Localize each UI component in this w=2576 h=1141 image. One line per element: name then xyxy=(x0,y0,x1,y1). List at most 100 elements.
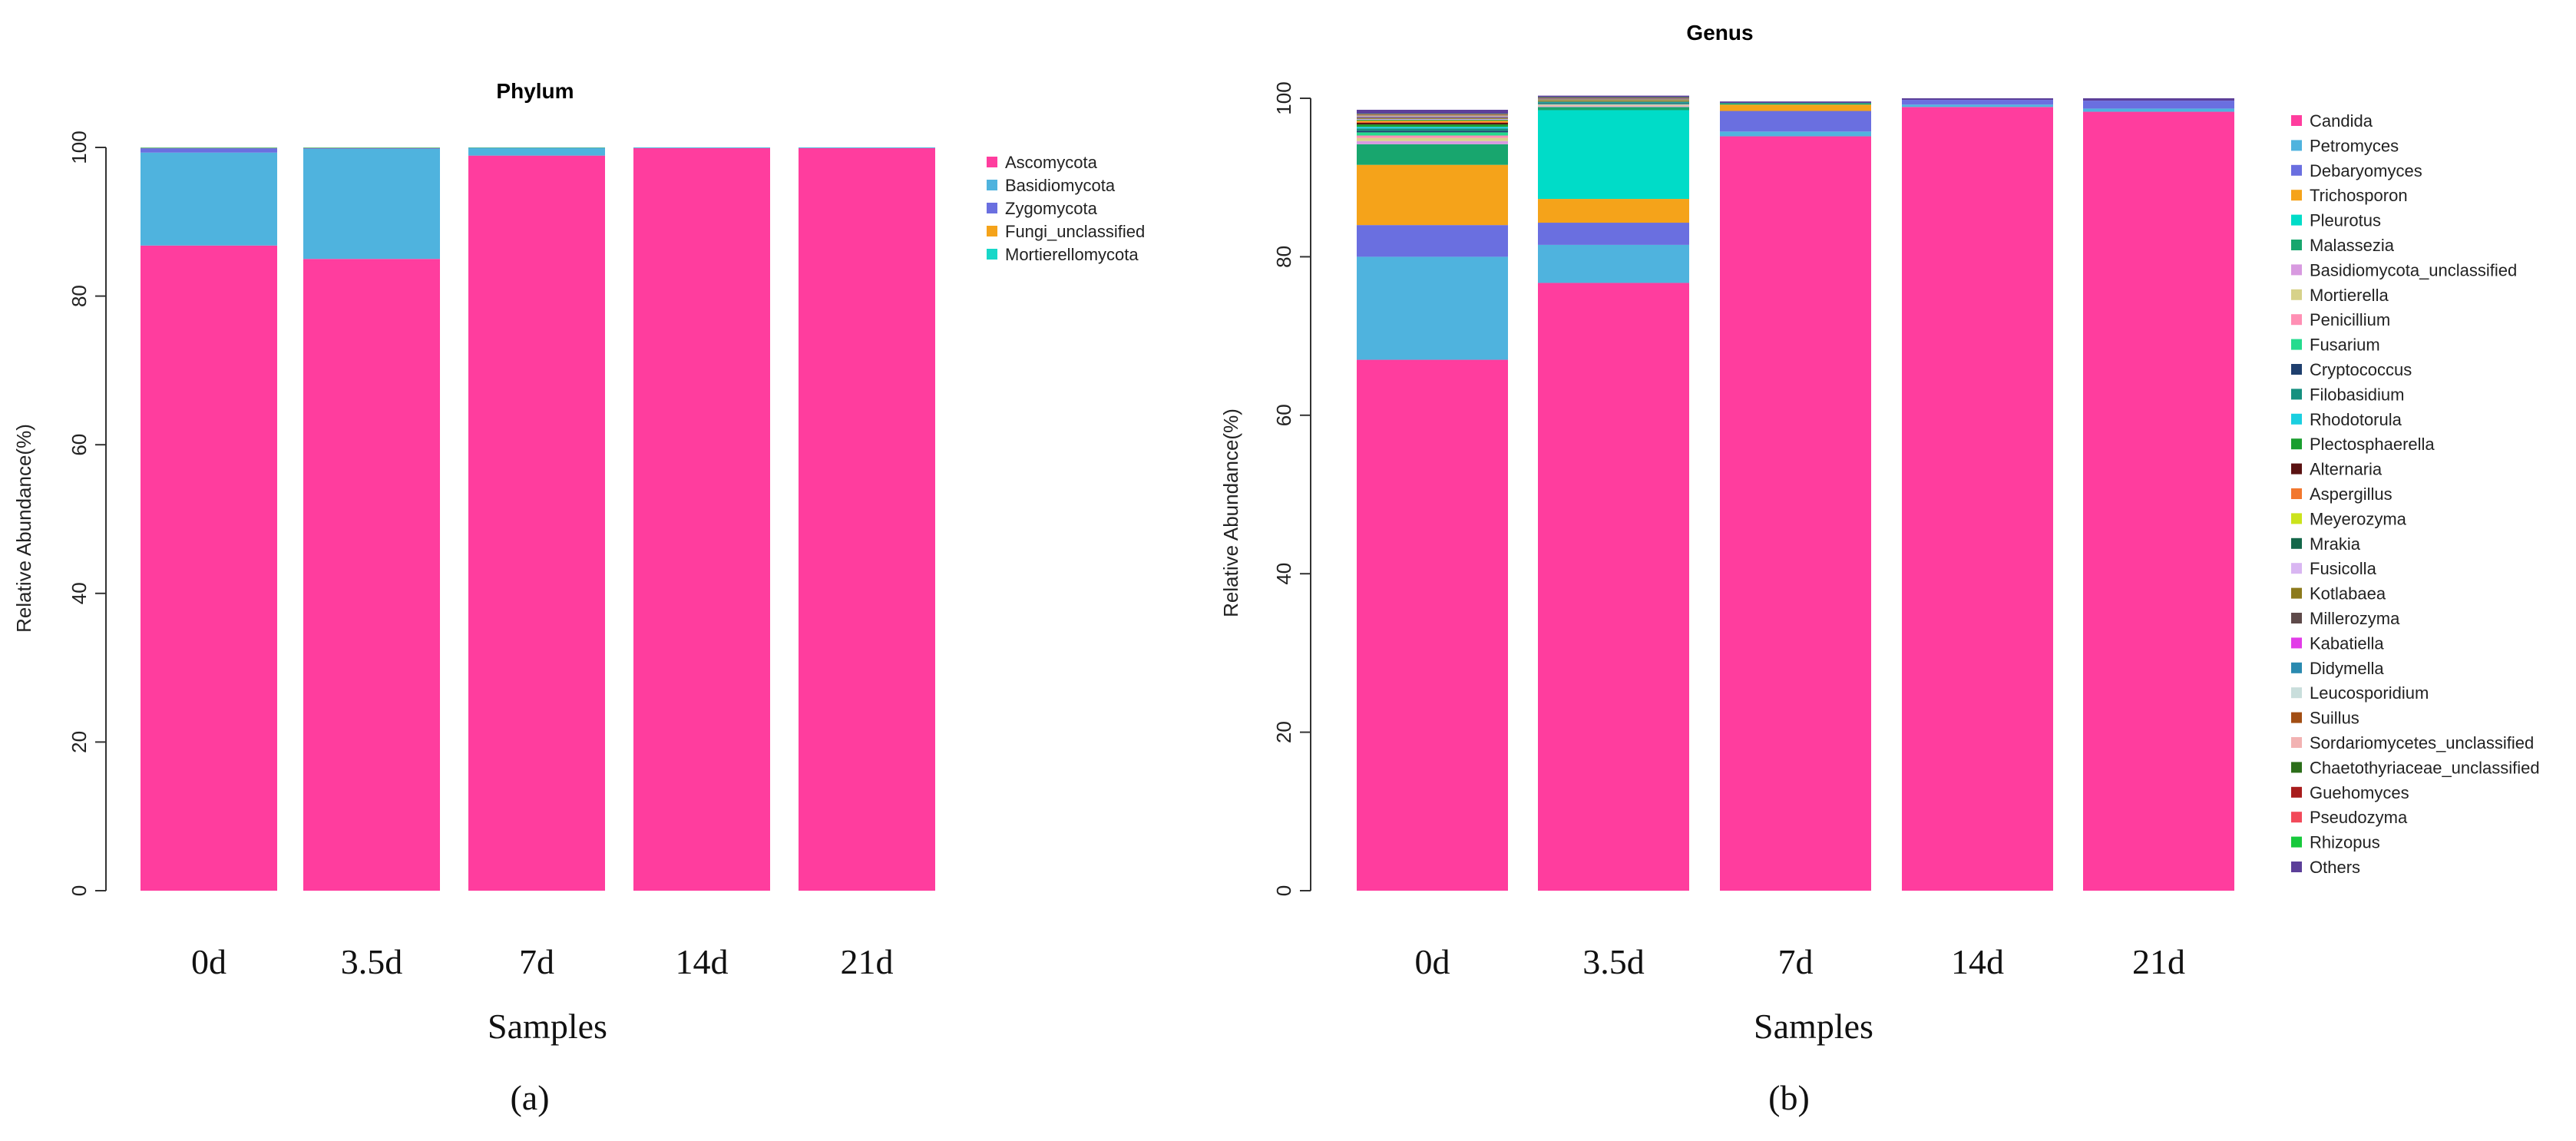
genus-legend-swatch-sordariomycetes-unclassified xyxy=(2291,737,2302,748)
genus-bar-0d-rhodotorula xyxy=(1357,127,1508,129)
phylum-bar-0d-zygomycota xyxy=(141,147,277,153)
genus-bar-3-5d-plectosphaerella xyxy=(1538,101,1689,102)
genus-legend-swatch-fusarium xyxy=(2291,339,2302,350)
genus-bar-3-5d-debaryomyces xyxy=(1538,223,1689,245)
genus-legend-swatch-candida xyxy=(2291,115,2302,126)
phylum-bar-3-5d-ascomycota xyxy=(303,259,440,891)
genus-bar-0d-mrakia xyxy=(1357,119,1508,121)
genus-legend-swatch-basidiomycota-unclassified xyxy=(2291,264,2302,276)
genus-bar-7d-petromyces xyxy=(1720,131,1871,137)
genus-bar-0d-basidiomycota-unclassified xyxy=(1357,141,1508,144)
phylum-bar-3-5d-zygomycota xyxy=(303,147,440,149)
phylum-legend-label-ascomycota: Ascomycota xyxy=(1005,153,1098,172)
genus-legend-swatch-millerozyma xyxy=(2291,613,2302,623)
genus-bar-0d-aspergillus xyxy=(1357,121,1508,123)
phylum-y-axis-label: Relative Abundance(%) xyxy=(12,424,35,633)
phylum-legend-label-mortierellomycota: Mortierellomycota xyxy=(1005,245,1139,264)
genus-y-tick-label-100: 100 xyxy=(1272,81,1295,114)
genus-bar-3-5d-rhodotorula xyxy=(1538,101,1689,103)
genus-legend-label-petromyces: Petromyces xyxy=(2310,136,2399,155)
phylum-bar-0d-fungi-unclassified xyxy=(141,147,277,149)
genus-legend-label-debaryomyces: Debaryomyces xyxy=(2310,161,2422,180)
genus-bar-3-5d-cryptococcus xyxy=(1538,103,1689,104)
phylum-bar-3-5d-mortierellomycota xyxy=(303,147,440,148)
genus-bar-0d-alternaria xyxy=(1357,122,1508,125)
genus-y-tick-label-80: 80 xyxy=(1272,246,1295,268)
genus-legend-label-trichosporon: Trichosporon xyxy=(2310,186,2408,205)
genus-bar-0d-petromyces xyxy=(1357,256,1508,360)
phylum-bar-3-5d-basidiomycota xyxy=(303,148,440,260)
phylum-bar-7d-ascomycota xyxy=(468,155,605,891)
panel-label-a: (a) xyxy=(510,1078,549,1117)
genus-bar-0d-penicillium xyxy=(1357,135,1508,138)
genus-bar-21d-others xyxy=(2083,98,2234,101)
genus-bar-7d-debaryomyces xyxy=(1720,111,1871,132)
genus-bar-0d-leucosporidium xyxy=(1357,116,1508,117)
genus-bar-0d-fusicolla xyxy=(1357,118,1508,120)
genus-legend-label-pseudozyma: Pseudozyma xyxy=(2310,808,2408,827)
genus-bar-7d-trichosporon xyxy=(1720,104,1871,111)
genus-chart: Genus 0 20 40 60 80 100 0d 3.5d 7d 14d 21d Relati… xyxy=(1219,21,2540,1117)
genus-legend-swatch-petromyces xyxy=(2291,140,2302,151)
genus-y-tick-label-20: 20 xyxy=(1272,721,1295,743)
genus-legend-swatch-malassezia xyxy=(2291,240,2302,250)
phylum-legend-swatch-zygomycota xyxy=(987,203,997,213)
genus-bar-0d-suillus xyxy=(1357,115,1508,117)
genus-legend-swatch-kotlabaea xyxy=(2291,587,2302,599)
phylum-legend-label-fungi-unclassified: Fungi_unclassified xyxy=(1005,222,1145,241)
phylum-category-label-7d: 7d xyxy=(519,942,554,981)
genus-bar-0d-millerozyma xyxy=(1357,117,1508,118)
genus-legend-label-others: Others xyxy=(2310,858,2360,877)
genus-legend-label-rhizopus: Rhizopus xyxy=(2310,833,2380,852)
genus-bar-3-5d-kotlabaea xyxy=(1538,99,1689,100)
genus-legend-label-sordariomycetes-unclassified: Sordariomycetes_unclassified xyxy=(2310,733,2534,752)
genus-legend-swatch-rhodotorula xyxy=(2291,413,2302,425)
phylum-chart: Phylum 0 20 40 60 80 100 0d 3.5d 7d 14d 21d Relat… xyxy=(12,79,1145,1117)
phylum-category-label-21d: 21d xyxy=(841,942,894,981)
genus-legend: Candida Petromyces Debaryomyces Trichosporo… xyxy=(2291,111,2540,877)
phylum-bars xyxy=(141,147,935,891)
genus-bars xyxy=(1357,95,2234,891)
genus-bar-14d-petromyces xyxy=(1902,104,2053,107)
genus-bar-0d-pseudozyma xyxy=(1357,114,1508,115)
genus-legend-swatch-cryptococcus xyxy=(2291,364,2302,375)
genus-legend-swatch-kabatiella xyxy=(2291,637,2302,649)
genus-legend-label-suillus: Suillus xyxy=(2310,709,2359,728)
genus-legend-swatch-trichosporon xyxy=(2291,190,2302,201)
genus-bar-0d-filobasidium xyxy=(1357,128,1508,131)
genus-legend-label-basidiomycota-unclassified: Basidiomycota_unclassified xyxy=(2310,260,2517,279)
phylum-chart-title: Phylum xyxy=(496,79,574,103)
genus-category-label-3-5d: 3.5d xyxy=(1582,942,1645,981)
phylum-y-tick-label-80: 80 xyxy=(68,285,91,307)
genus-legend-swatch-pseudozyma xyxy=(2291,812,2302,823)
genus-legend-swatch-mortierella xyxy=(2291,289,2302,300)
phylum-bar-7d-basidiomycota xyxy=(468,147,605,156)
genus-legend-swatch-alternaria xyxy=(2291,463,2302,475)
genus-bar-0d-guehomyces xyxy=(1357,114,1508,115)
genus-legend-swatch-penicillium xyxy=(2291,314,2302,326)
genus-legend-label-pleurotus: Pleurotus xyxy=(2310,211,2381,230)
genus-legend-swatch-plectosphaerella xyxy=(2291,438,2302,450)
genus-legend-swatch-mrakia xyxy=(2291,537,2302,549)
phylum-bar-7d-mortierellomycota xyxy=(468,147,605,148)
genus-bar-3-5d-petromyces xyxy=(1538,244,1689,283)
genus-bar-3-5d-mortierella xyxy=(1538,105,1689,107)
genus-legend-swatch-pleurotus xyxy=(2291,214,2302,226)
genus-chart-title: Genus xyxy=(1686,21,1753,45)
genus-category-label-7d: 7d xyxy=(1778,942,1814,981)
genus-bar-14d-candida xyxy=(1902,107,2053,891)
genus-legend-label-rhodotorula: Rhodotorula xyxy=(2310,410,2402,429)
phylum-bar-21d-ascomycota xyxy=(799,147,935,891)
genus-category-label-14d: 14d xyxy=(1951,942,2004,981)
phylum-y-tick-label-40: 40 xyxy=(68,582,91,604)
phylum-x-axis-label: Samples xyxy=(488,1007,607,1046)
phylum-bar-14d-basidiomycota xyxy=(633,147,770,148)
phylum-bar-21d-basidiomycota xyxy=(799,147,935,148)
phylum-bar-0d-ascomycota xyxy=(141,245,277,891)
phylum-category-label-0d: 0d xyxy=(191,942,227,981)
genus-legend-swatch-suillus xyxy=(2291,712,2302,723)
phylum-legend-swatch-mortierellomycota xyxy=(987,249,997,260)
phylum-legend-swatch-ascomycota xyxy=(987,157,997,167)
phylum-y-tick-label-20: 20 xyxy=(68,731,91,753)
